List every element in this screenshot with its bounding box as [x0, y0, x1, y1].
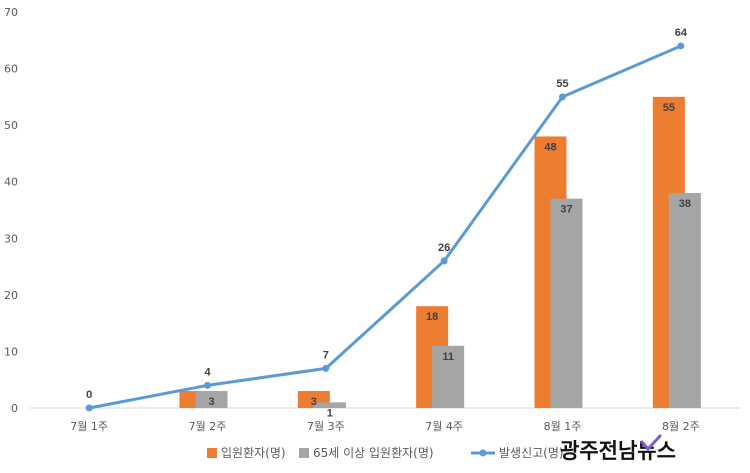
bar-inpatient-65plus — [668, 193, 701, 408]
bar-inpatient-65plus — [195, 391, 228, 408]
x-tick-label: 7월 2주 — [189, 420, 227, 433]
line-data-label: 55 — [556, 78, 568, 90]
line-series — [85, 42, 685, 412]
y-tick-label: 20 — [4, 289, 18, 302]
bar-inpatient-65plus — [313, 402, 346, 408]
line-data-label: 4 — [204, 366, 211, 378]
line-reports — [88, 44, 682, 410]
line-data-label: 64 — [675, 27, 688, 39]
line-point — [677, 42, 685, 50]
bar-data-label: 38 — [679, 198, 691, 210]
y-tick-label: 50 — [4, 119, 18, 132]
line-data-label: 7 — [323, 349, 329, 361]
line-point — [440, 257, 448, 265]
bar-data-label: 3 — [208, 396, 214, 408]
legend-label: 65세 이상 입원환자(명) — [313, 446, 434, 460]
line-data-label: 0 — [86, 389, 92, 401]
watermark-text: 광주전남뉴스 — [560, 439, 676, 463]
y-axis-ticks: 0 10 20 30 40 50 60 70 — [4, 6, 18, 415]
bar-data-label: 1 — [327, 407, 333, 419]
legend-label: 입원환자(명) — [221, 446, 286, 460]
y-tick-label: 40 — [4, 176, 18, 189]
bar-inpatient-65plus — [550, 198, 583, 408]
bar-series — [179, 96, 701, 408]
legend-swatch — [207, 448, 217, 458]
legend: 입원환자(명) 65세 이상 입원환자(명) 발생신고(명) — [207, 446, 564, 460]
check-mark-icon — [640, 434, 662, 451]
x-tick-label: 8월 1주 — [544, 420, 582, 433]
line-point — [85, 404, 93, 412]
line-data-label: 26 — [438, 242, 450, 254]
bar-inpatient-65plus — [432, 345, 465, 408]
bar-data-label: 3 — [311, 396, 317, 408]
y-tick-label: 10 — [4, 345, 18, 358]
watermark-logo: 광주전남뉴스 — [560, 434, 676, 463]
x-tick-label: 7월 3주 — [307, 420, 345, 433]
y-tick-label: 0 — [11, 402, 18, 415]
line-point — [322, 364, 330, 372]
x-tick-label: 7월 1주 — [70, 420, 108, 433]
x-tick-label: 8월 2주 — [662, 420, 700, 433]
legend-line-marker — [479, 449, 487, 457]
bar-data-label: 18 — [426, 311, 438, 323]
y-tick-label: 60 — [4, 63, 18, 76]
bar-data-label: 11 — [442, 351, 454, 363]
line-point — [559, 93, 566, 101]
legend-swatch — [299, 448, 309, 458]
x-tick-label: 7월 4주 — [425, 420, 463, 433]
y-tick-label: 70 — [4, 6, 18, 19]
legend-label: 발생신고(명) — [499, 446, 564, 460]
bar-data-label: 48 — [544, 141, 556, 153]
y-tick-label: 30 — [4, 232, 18, 245]
bar-data-label: 55 — [663, 102, 675, 114]
x-axis-ticks: 7월 1주 7월 2주 7월 3주 7월 4주 8월 1주 8월 2주 — [70, 420, 699, 433]
bar-data-label: 37 — [560, 204, 572, 216]
line-point — [204, 381, 211, 389]
